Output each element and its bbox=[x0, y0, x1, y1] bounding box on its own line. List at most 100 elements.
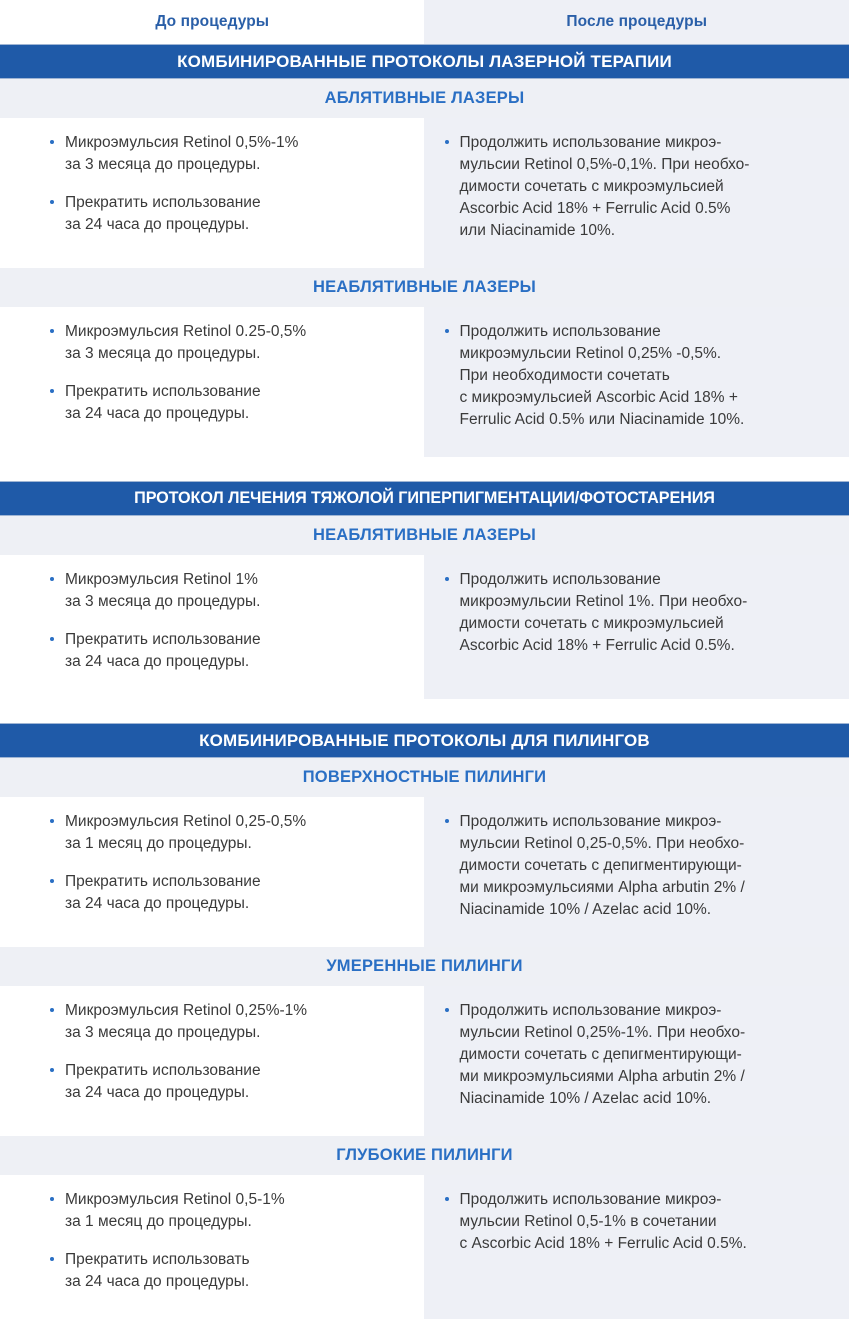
row-spacer bbox=[0, 258, 849, 268]
protocol-title-bar: КОМБИНИРОВАННЫЕ ПРОТОКОЛЫ ДЛЯ ПИЛИНГОВ bbox=[0, 723, 849, 758]
section-subtitle-bar: НЕАБЛЯТИВНЫЕ ЛАЗЕРЫ bbox=[0, 516, 849, 555]
bullet-line: Продолжить использование микроэ- bbox=[460, 1189, 828, 1211]
bullet-line: Ascorbic Acid 18% + Ferrulic Acid 0.5% bbox=[460, 198, 828, 220]
bullet-item: Микроэмульсия Retinol 1%за 3 месяца до п… bbox=[48, 569, 399, 613]
row-spacer bbox=[0, 1126, 849, 1136]
cell-before-procedure: Микроэмульсия Retinol 0,25%-1%за 3 месяц… bbox=[0, 986, 425, 1120]
protocol-title-bar: КОМБИНИРОВАННЫЕ ПРОТОКОЛЫ ЛАЗЕРНОЙ ТЕРАП… bbox=[0, 44, 849, 79]
column-headers: До процедуры После процедуры bbox=[0, 0, 849, 44]
bullet-line: Микроэмульсия Retinol 0,25%-1% bbox=[65, 1000, 399, 1022]
bullet-line: Ascorbic Acid 18% + Ferrulic Acid 0.5%. bbox=[460, 635, 828, 657]
bullet-item: Продолжить использование микроэ-мульсии … bbox=[443, 1189, 828, 1255]
bullet-item: Микроэмульсия Retinol 0,5%-1%за 3 месяца… bbox=[48, 132, 399, 176]
bullet-line: ми микроэмульсиями Alpha arbutin 2% / bbox=[460, 877, 828, 899]
bullet-line: Микроэмульсия Retinol 0,5%-1% bbox=[65, 132, 399, 154]
bullet-line: мульсии Retinol 0,25-0,5%. При необхо- bbox=[460, 833, 828, 855]
bullet-line: Продолжить использование bbox=[460, 569, 828, 591]
section-row: Микроэмульсия Retinol 0,25%-1%за 3 месяц… bbox=[0, 986, 849, 1126]
cell-before-procedure: Микроэмульсия Retinol 1%за 3 месяца до п… bbox=[0, 555, 425, 689]
cell-before-procedure: Микроэмульсия Retinol 0,5-1%за 1 месяц д… bbox=[0, 1175, 425, 1309]
bullet-item: Продолжить использование микроэ-мульсии … bbox=[443, 811, 828, 921]
bullet-item: Микроэмульсия Retinol 0,5-1%за 1 месяц д… bbox=[48, 1189, 399, 1233]
cell-after-procedure: Продолжить использование микроэ-мульсии … bbox=[425, 118, 849, 258]
bullet-line: димости сочетать с депигментирующи- bbox=[460, 855, 828, 877]
section-row: Микроэмульсия Retinol 0,5-1%за 1 месяц д… bbox=[0, 1175, 849, 1309]
bullet-line: микроэмульсии Retinol 0,25% -0,5%. bbox=[460, 343, 828, 365]
section-row: Микроэмульсия Retinol 0,25-0,5%за 1 меся… bbox=[0, 797, 849, 937]
cell-after-procedure: Продолжить использование микроэ-мульсии … bbox=[425, 986, 849, 1126]
cell-before-procedure: Микроэмульсия Retinol 0,25-0,5%за 1 меся… bbox=[0, 797, 425, 931]
bullet-list-before: Микроэмульсия Retinol 0,25%-1%за 3 месяц… bbox=[48, 1000, 399, 1104]
bullet-line: за 24 часа до процедуры. bbox=[65, 651, 399, 673]
bullet-line: за 3 месяца до процедуры. bbox=[65, 591, 399, 613]
bullet-line: Микроэмульсия Retinol 0,25-0,5% bbox=[65, 811, 399, 833]
bullet-line: за 24 часа до процедуры. bbox=[65, 893, 399, 915]
bullet-line: мульсии Retinol 0,5-1% в сочетании bbox=[460, 1211, 828, 1233]
bullet-line: с Ascorbic Acid 18% + Ferrulic Acid 0.5%… bbox=[460, 1233, 828, 1255]
bullet-line: за 24 часа до процедуры. bbox=[65, 1082, 399, 1104]
bullet-line: Продолжить использование микроэ- bbox=[460, 811, 828, 833]
protocol-group-gap bbox=[0, 457, 849, 481]
bullet-line: за 24 часа до процедуры. bbox=[65, 1271, 399, 1293]
bullet-line: Прекратить использование bbox=[65, 1060, 399, 1082]
bullet-line: мульсии Retinol 0,25%-1%. При необхо- bbox=[460, 1022, 828, 1044]
bullet-line: Микроэмульсия Retinol 0.25-0,5% bbox=[65, 321, 399, 343]
column-header-before: До процедуры bbox=[0, 13, 425, 31]
cell-after-procedure: Продолжить использование микроэ-мульсии … bbox=[425, 797, 849, 937]
section-subtitle-bar: АБЛЯТИВНЫЕ ЛАЗЕРЫ bbox=[0, 79, 849, 118]
section-subtitle-bar: ГЛУБОКИЕ ПИЛИНГИ bbox=[0, 1136, 849, 1175]
bullet-line: димости сочетать с депигментирующи- bbox=[460, 1044, 828, 1066]
bullet-item: Микроэмульсия Retinol 0.25-0,5%за 3 меся… bbox=[48, 321, 399, 365]
cell-before-procedure: Микроэмульсия Retinol 0,5%-1%за 3 месяца… bbox=[0, 118, 425, 252]
section-subtitle-bar: ПОВЕРХНОСТНЫЕ ПИЛИНГИ bbox=[0, 758, 849, 797]
row-spacer bbox=[0, 689, 849, 699]
bullet-line: Прекратить использовать bbox=[65, 1249, 399, 1271]
section-subtitle-bar: НЕАБЛЯТИВНЫЕ ЛАЗЕРЫ bbox=[0, 268, 849, 307]
bullet-list-before: Микроэмульсия Retinol 0,5%-1%за 3 месяца… bbox=[48, 132, 399, 236]
bullet-line: При необходимости сочетать bbox=[460, 365, 828, 387]
bullet-line: Прекратить использование bbox=[65, 629, 399, 651]
bullet-line: Продолжить использование микроэ- bbox=[460, 132, 828, 154]
row-spacer bbox=[0, 937, 849, 947]
bullet-line: Микроэмульсия Retinol 1% bbox=[65, 569, 399, 591]
bullet-line: за 24 часа до процедуры. bbox=[65, 214, 399, 236]
cell-before-procedure: Микроэмульсия Retinol 0.25-0,5%за 3 меся… bbox=[0, 307, 425, 441]
bullet-line: Ferrulic Acid 0.5% или Niacinamide 10%. bbox=[460, 409, 828, 431]
bullet-line: за 1 месяц до процедуры. bbox=[65, 833, 399, 855]
bullet-line: микроэмульсии Retinol 1%. При необхо- bbox=[460, 591, 828, 613]
bullet-line: за 1 месяц до процедуры. bbox=[65, 1211, 399, 1233]
cell-after-procedure: Продолжить использование микроэ-мульсии … bbox=[425, 1175, 849, 1271]
bullet-line: димости сочетать с микроэмульсией bbox=[460, 176, 828, 198]
row-spacer bbox=[0, 447, 849, 457]
bullet-line: Прекратить использование bbox=[65, 381, 399, 403]
bullet-item: Микроэмульсия Retinol 0,25-0,5%за 1 меся… bbox=[48, 811, 399, 855]
bullet-line: с микроэмульсией Ascorbic Acid 18% + bbox=[460, 387, 828, 409]
section-row: Микроэмульсия Retinol 1%за 3 месяца до п… bbox=[0, 555, 849, 689]
bullet-item: Микроэмульсия Retinol 0,25%-1%за 3 месяц… bbox=[48, 1000, 399, 1044]
bullet-line: за 24 часа до процедуры. bbox=[65, 403, 399, 425]
row-spacer bbox=[0, 1309, 849, 1319]
section-row: Микроэмульсия Retinol 0.25-0,5%за 3 меся… bbox=[0, 307, 849, 447]
bullet-list-before: Микроэмульсия Retinol 0,25-0,5%за 1 меся… bbox=[48, 811, 399, 915]
bullet-item: Продолжить использование микроэ-мульсии … bbox=[443, 1000, 828, 1110]
bullet-line: Продолжить использование bbox=[460, 321, 828, 343]
bullet-line: или Niacinamide 10%. bbox=[460, 220, 828, 242]
bullet-list-before: Микроэмульсия Retinol 1%за 3 месяца до п… bbox=[48, 569, 399, 673]
protocol-group-gap bbox=[0, 699, 849, 723]
bullet-line: Прекратить использование bbox=[65, 192, 399, 214]
bullet-line: Прекратить использование bbox=[65, 871, 399, 893]
bullet-line: Продолжить использование микроэ- bbox=[460, 1000, 828, 1022]
bullet-line: за 3 месяца до процедуры. bbox=[65, 343, 399, 365]
bullet-line: Микроэмульсия Retinol 0,5-1% bbox=[65, 1189, 399, 1211]
